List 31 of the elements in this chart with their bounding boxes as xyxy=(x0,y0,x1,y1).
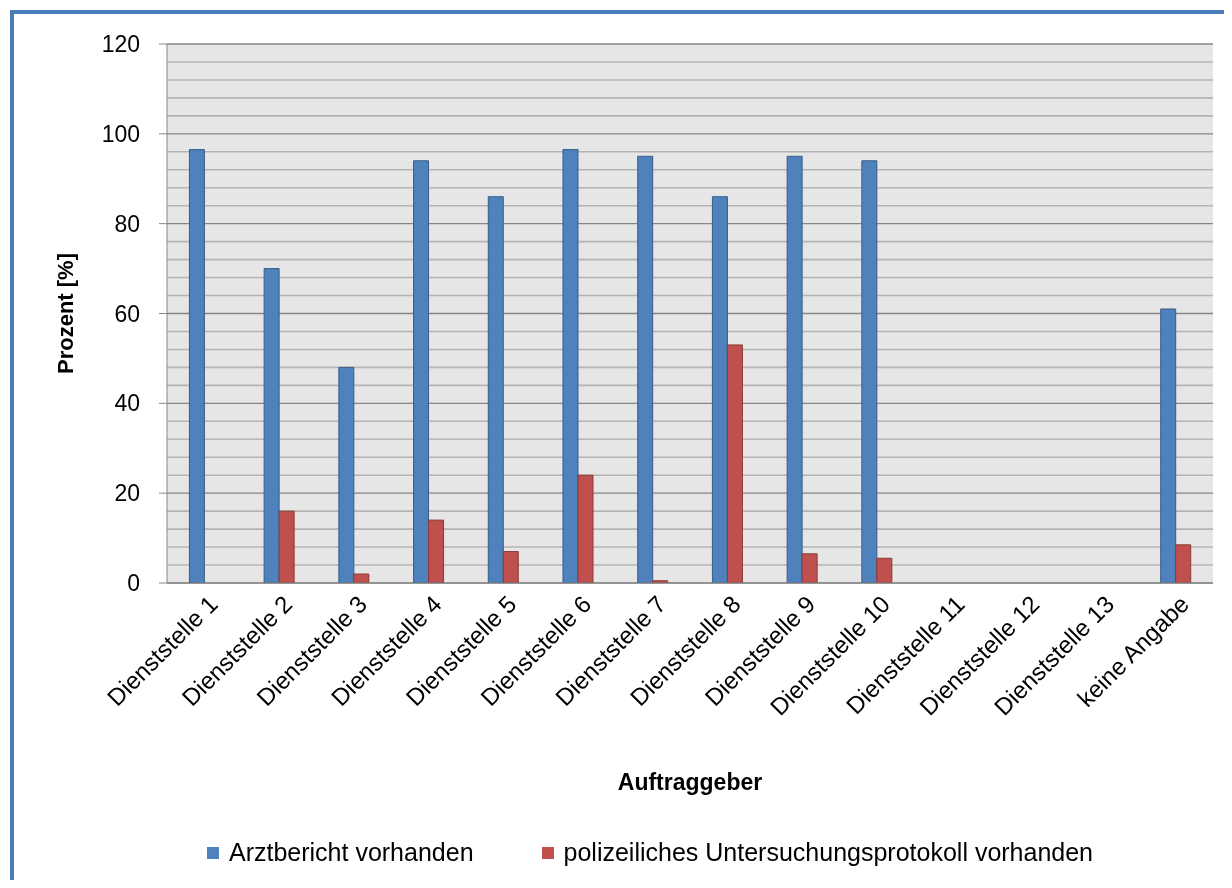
bar xyxy=(502,551,519,583)
y-tick-label: 20 xyxy=(114,480,140,507)
y-tick-label: 100 xyxy=(101,120,140,147)
bar xyxy=(263,268,280,583)
bar xyxy=(1160,308,1177,583)
bar xyxy=(487,196,504,583)
bar xyxy=(428,519,445,583)
bar xyxy=(637,155,654,583)
bar xyxy=(726,344,743,583)
bar xyxy=(577,474,594,583)
y-tick-label: 120 xyxy=(101,31,140,57)
bar xyxy=(711,196,728,583)
y-axis-title: Prozent [%] xyxy=(52,253,78,374)
bar xyxy=(1175,544,1192,583)
legend-label: polizeiliches Untersuchungsprotokoll vorhanden xyxy=(563,838,1094,867)
bar xyxy=(278,510,295,583)
bar xyxy=(801,553,818,583)
bar xyxy=(413,160,430,583)
bar xyxy=(876,557,893,583)
y-tick-label: 40 xyxy=(114,390,140,417)
bar xyxy=(353,573,370,583)
y-tick-label: 80 xyxy=(114,210,140,237)
legend-label: Arztbericht vorhanden xyxy=(228,838,474,867)
y-tick-label: 0 xyxy=(127,570,140,596)
y-tick-label: 60 xyxy=(114,300,140,327)
bar xyxy=(861,160,878,583)
bar xyxy=(188,149,205,583)
x-axis-title: Auftraggeber xyxy=(617,769,763,795)
bar xyxy=(786,155,803,583)
bar xyxy=(338,366,355,583)
bar xyxy=(562,149,579,583)
